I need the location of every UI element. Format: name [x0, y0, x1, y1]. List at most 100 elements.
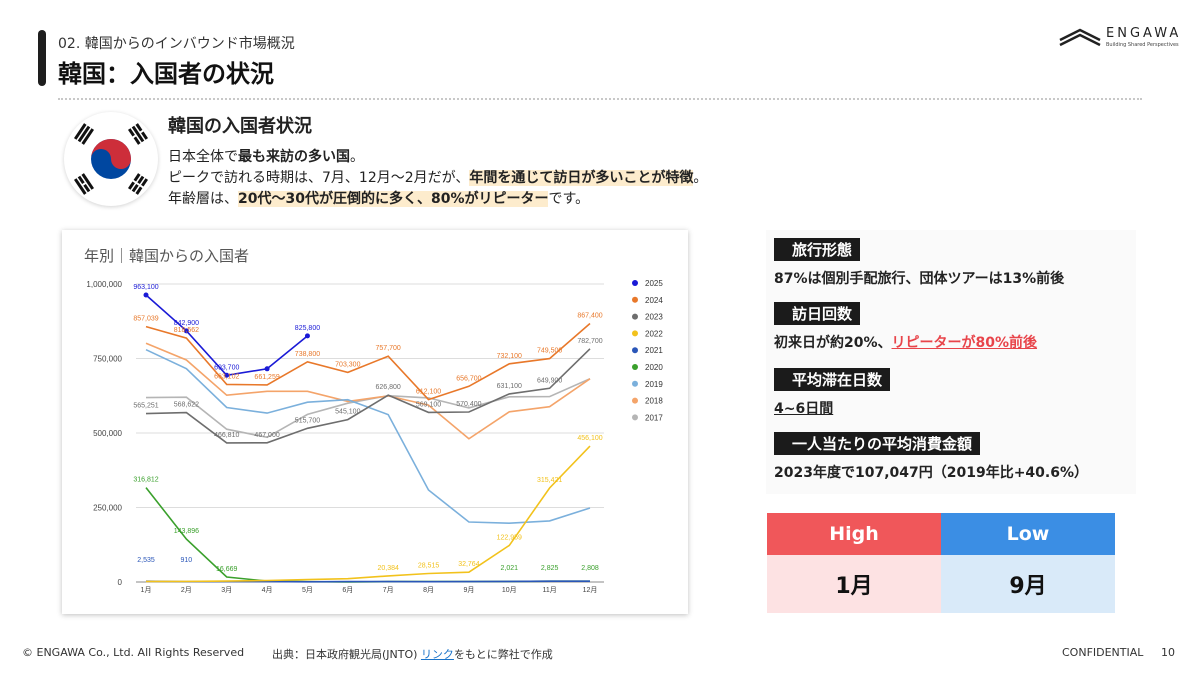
- low-season-header: Low: [941, 513, 1115, 555]
- footer-source-a: 出典：日本政府観光局(JNTO): [272, 648, 421, 661]
- series-line-2022: [146, 445, 591, 583]
- arrivals-line-chart: 年別｜韓国からの入国者 1,000,000 750,000 500,000 250,0…: [84, 248, 663, 594]
- data-label-2023: 570,400: [456, 401, 481, 408]
- series-line-2019: [145, 348, 591, 525]
- legend-swatch-2020: [632, 364, 638, 370]
- data-label-2024: 703,300: [335, 361, 360, 368]
- data-label-2020: 2,021: [501, 565, 519, 572]
- arrivals-chart-card: 年別｜韓国からの入国者 1,000,000 750,000 500,000 250,0…: [62, 230, 688, 614]
- data-label-2025: 825,800: [295, 325, 320, 332]
- data-label-2024: 757,700: [376, 345, 401, 352]
- intro-line-3-c: です。: [548, 191, 590, 207]
- data-label-2024: 612,100: [416, 389, 441, 396]
- x-tick-label: 11月: [542, 586, 556, 594]
- travel-style-text: 87%は個別手配旅行、団体ツアーは13%前後: [774, 271, 1065, 287]
- series-line-2024: [145, 322, 591, 401]
- data-label-2023: 568,622: [174, 402, 199, 409]
- intro-heading: 韓国の入国者状況: [168, 116, 312, 137]
- data-label-2022: 456,100: [577, 435, 602, 442]
- legend-label-2018: 2018: [645, 397, 663, 406]
- data-point-2025: [224, 372, 230, 378]
- x-tick-label: 3月: [221, 586, 232, 594]
- data-point-2025: [264, 366, 270, 372]
- data-label-2023: 782,700: [577, 338, 602, 345]
- x-tick-label: 6月: [342, 586, 353, 594]
- footer-source-b: をもとに弊社で作成: [453, 648, 553, 661]
- season-table: High Low 1月 9月: [767, 513, 1115, 613]
- footer-copyright: © ENGAWA Co., Ltd. All Rights Reserved: [22, 646, 245, 659]
- data-label-2020: 2,808: [581, 565, 599, 572]
- data-label-2025: 842,900: [174, 320, 199, 327]
- data-label-2020: 316,812: [133, 477, 158, 484]
- header-divider: [58, 98, 1142, 100]
- page-number: 10: [1161, 646, 1175, 659]
- visit-count-heading: 訪日回数: [774, 302, 861, 325]
- visit-count-text: 初来日が約20%、リピーターが80%前後: [774, 332, 1037, 352]
- data-label-2024: 749,500: [537, 348, 562, 355]
- x-tick-label: 7月: [383, 586, 394, 594]
- intro-line-1-a: 日本全体で: [168, 149, 238, 165]
- intro-line-2: ピークで訪れる時期は、7月、12月〜2月だが、年間を通じて訪日が多いことが特徴。: [168, 167, 707, 187]
- series-line-2018: [145, 342, 591, 440]
- data-label-2021: 910: [181, 557, 193, 564]
- legend-label-2022: 2022: [645, 329, 663, 338]
- data-label-2025: 693,700: [214, 364, 239, 371]
- intro-line-1-b: 最も来訪の多い国: [238, 149, 350, 165]
- repeater-highlight: リピーターが80%前後: [891, 335, 1038, 351]
- source-link[interactable]: リンク: [420, 648, 454, 661]
- intro-line-1-c: 。: [350, 149, 364, 165]
- data-label-2024: 738,800: [295, 351, 320, 358]
- data-label-2023: 565,251: [133, 403, 158, 410]
- x-tick-label: 12月: [583, 586, 598, 594]
- legend-label-2019: 2019: [645, 380, 663, 389]
- y-tick-label: 750,000: [93, 355, 122, 364]
- x-tick-label: 2月: [181, 586, 192, 594]
- title-accent-bar: [38, 30, 46, 86]
- spending-text: 2023年度で107,047円（2019年比+40.6%）: [774, 465, 1088, 481]
- x-tick-label: 10月: [502, 586, 517, 594]
- data-label-2022: 122,959: [497, 534, 522, 541]
- legend-label-2017: 2017: [645, 413, 663, 422]
- data-label-2024: 867,400: [577, 313, 602, 320]
- data-label-2024: 818,562: [174, 327, 199, 334]
- data-label-2023: 649,900: [537, 377, 562, 384]
- data-point-2025: [143, 292, 149, 298]
- data-point-2025: [304, 333, 310, 339]
- korea-flag-icon: [64, 112, 158, 206]
- y-tick-label: 0: [118, 578, 123, 587]
- series-line-2025: [145, 294, 309, 377]
- section-label: 02. 韓国からのインバウンド市場概況: [58, 36, 295, 52]
- legend-swatch-2019: [632, 380, 638, 387]
- x-tick-label: 9月: [463, 586, 474, 594]
- x-tick-label: 5月: [302, 586, 313, 594]
- data-label-2020: 2,825: [541, 565, 559, 572]
- spending-heading: 一人当たりの平均消費金額: [774, 432, 981, 455]
- data-label-2023: 631,100: [497, 383, 522, 390]
- engawa-logo-mark-icon: [1059, 28, 1101, 47]
- logo-tagline: Building Shared Perspectives: [1106, 42, 1179, 48]
- data-label-2022: 20,384: [377, 565, 399, 572]
- data-label-2023: 467,000: [254, 432, 279, 439]
- intro-line-1: 日本全体で最も来訪の多い国。: [168, 146, 364, 166]
- legend-swatch-2017: [632, 414, 638, 421]
- data-label-2023: 626,800: [376, 384, 401, 391]
- intro-line-3-b: 20代〜30代が圧倒的に多く、80%がリピーター: [238, 191, 549, 207]
- legend-label-2023: 2023: [645, 313, 663, 322]
- legend-label-2024: 2024: [645, 296, 663, 305]
- travel-info-panel: 旅行形態 87%は個別手配旅行、団体ツアーは13%前後 訪日回数 初来日が約20…: [766, 230, 1136, 494]
- page-title: 韓国：入国者の状況: [58, 60, 274, 88]
- legend-swatch-2018: [632, 397, 638, 404]
- legend-swatch-2024: [632, 296, 638, 303]
- legend-label-2025: 2025: [645, 279, 663, 288]
- data-point-2025: [183, 328, 189, 334]
- travel-style-heading: 旅行形態: [774, 238, 861, 261]
- y-tick-label: 1,000,000: [86, 280, 122, 289]
- y-tick-label: 500,000: [93, 429, 122, 438]
- y-tick-label: 250,000: [93, 504, 122, 513]
- data-label-2023: 569,100: [416, 401, 441, 408]
- data-label-2024: 732,100: [497, 353, 522, 360]
- intro-line-2-a: ピークで訪れる時期は、7月、12月〜2月だが、: [168, 170, 470, 186]
- high-season-month: 1月: [767, 555, 941, 613]
- data-label-2023: 515,700: [295, 417, 320, 424]
- legend-swatch-2023: [632, 313, 638, 320]
